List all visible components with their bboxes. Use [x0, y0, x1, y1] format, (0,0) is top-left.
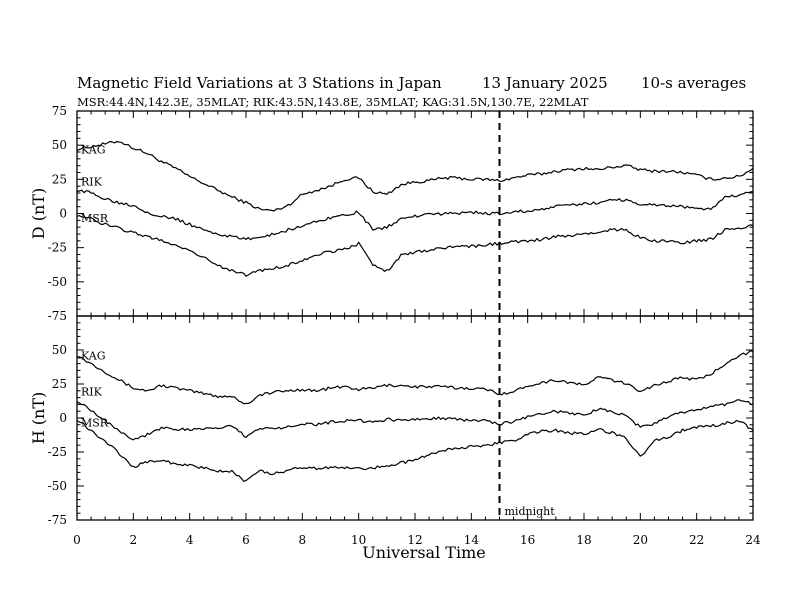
plot-frame-bottom [76, 315, 754, 521]
chart-title: Magnetic Field Variations at 3 Stations … [77, 74, 442, 92]
series-label-kag: KAG [81, 143, 106, 156]
plot-panels: 75 50 25 0 -25 -50 -75 D (nT) KAG RIK MSR 50 25 0 -25 -… [29, 104, 761, 547]
x-tick-label: 4 [186, 533, 194, 547]
chart-date: 13 January 2025 [482, 74, 608, 92]
y-tick-label: 50 [52, 138, 67, 152]
y-tick-label: -50 [48, 479, 67, 493]
series-label-rik: RIK [81, 385, 103, 398]
series-label-msr: MSR [81, 212, 109, 225]
x-tick-label: 6 [242, 533, 250, 547]
panel-top: 75 50 25 0 -25 -50 -75 D (nT) KAG RIK MSR [29, 104, 754, 323]
y-tick-label: 50 [52, 343, 67, 357]
x-tick-label: 10 [351, 533, 366, 547]
y-tick-label: -75 [48, 513, 67, 527]
y-tick-label: -25 [48, 241, 67, 255]
y-axis-label-top: D (nT) [29, 188, 48, 239]
series-label-msr: MSR [81, 416, 109, 429]
y-tick-label: -75 [48, 309, 67, 323]
y-axis-label-bottom: H (nT) [29, 392, 48, 445]
series-line-msr [76, 419, 754, 482]
series-label-kag: KAG [81, 349, 106, 362]
y-tick-label: 0 [59, 411, 67, 425]
y-tick-label: -25 [48, 445, 67, 459]
x-tick-label: 0 [73, 533, 81, 547]
x-tick-label: 14 [464, 533, 480, 547]
x-tick-label: 2 [130, 533, 138, 547]
station-coordinates: MSR:44.4N,142.3E, 35MLAT; RIK:43.5N,143.… [77, 95, 589, 109]
series-line-kag [76, 140, 754, 212]
x-tick-label: 18 [576, 533, 591, 547]
x-axis-label: Universal Time [362, 543, 485, 562]
x-tick-label: 16 [520, 533, 535, 547]
plot-frame-top [76, 110, 754, 317]
x-tick-label: 12 [407, 533, 422, 547]
midnight-label: midnight [505, 505, 556, 518]
y-tick-label: 25 [52, 172, 67, 186]
series-line-rik [76, 189, 754, 241]
y-tick-label: 0 [59, 207, 67, 221]
chart-averaging: 10-s averages [641, 74, 746, 92]
series-label-rik: RIK [81, 175, 103, 188]
series-line-kag [76, 350, 754, 405]
series-line-msr [76, 215, 754, 277]
y-tick-label: 75 [52, 104, 67, 118]
x-tick-label: 24 [745, 533, 761, 547]
y-tick-label: 25 [52, 377, 67, 391]
y-tick-label: -50 [48, 275, 67, 289]
x-tick-label: 8 [299, 533, 307, 547]
x-tick-label: 22 [689, 533, 704, 547]
series-line-rik [76, 399, 754, 441]
x-tick-label: 20 [633, 533, 648, 547]
